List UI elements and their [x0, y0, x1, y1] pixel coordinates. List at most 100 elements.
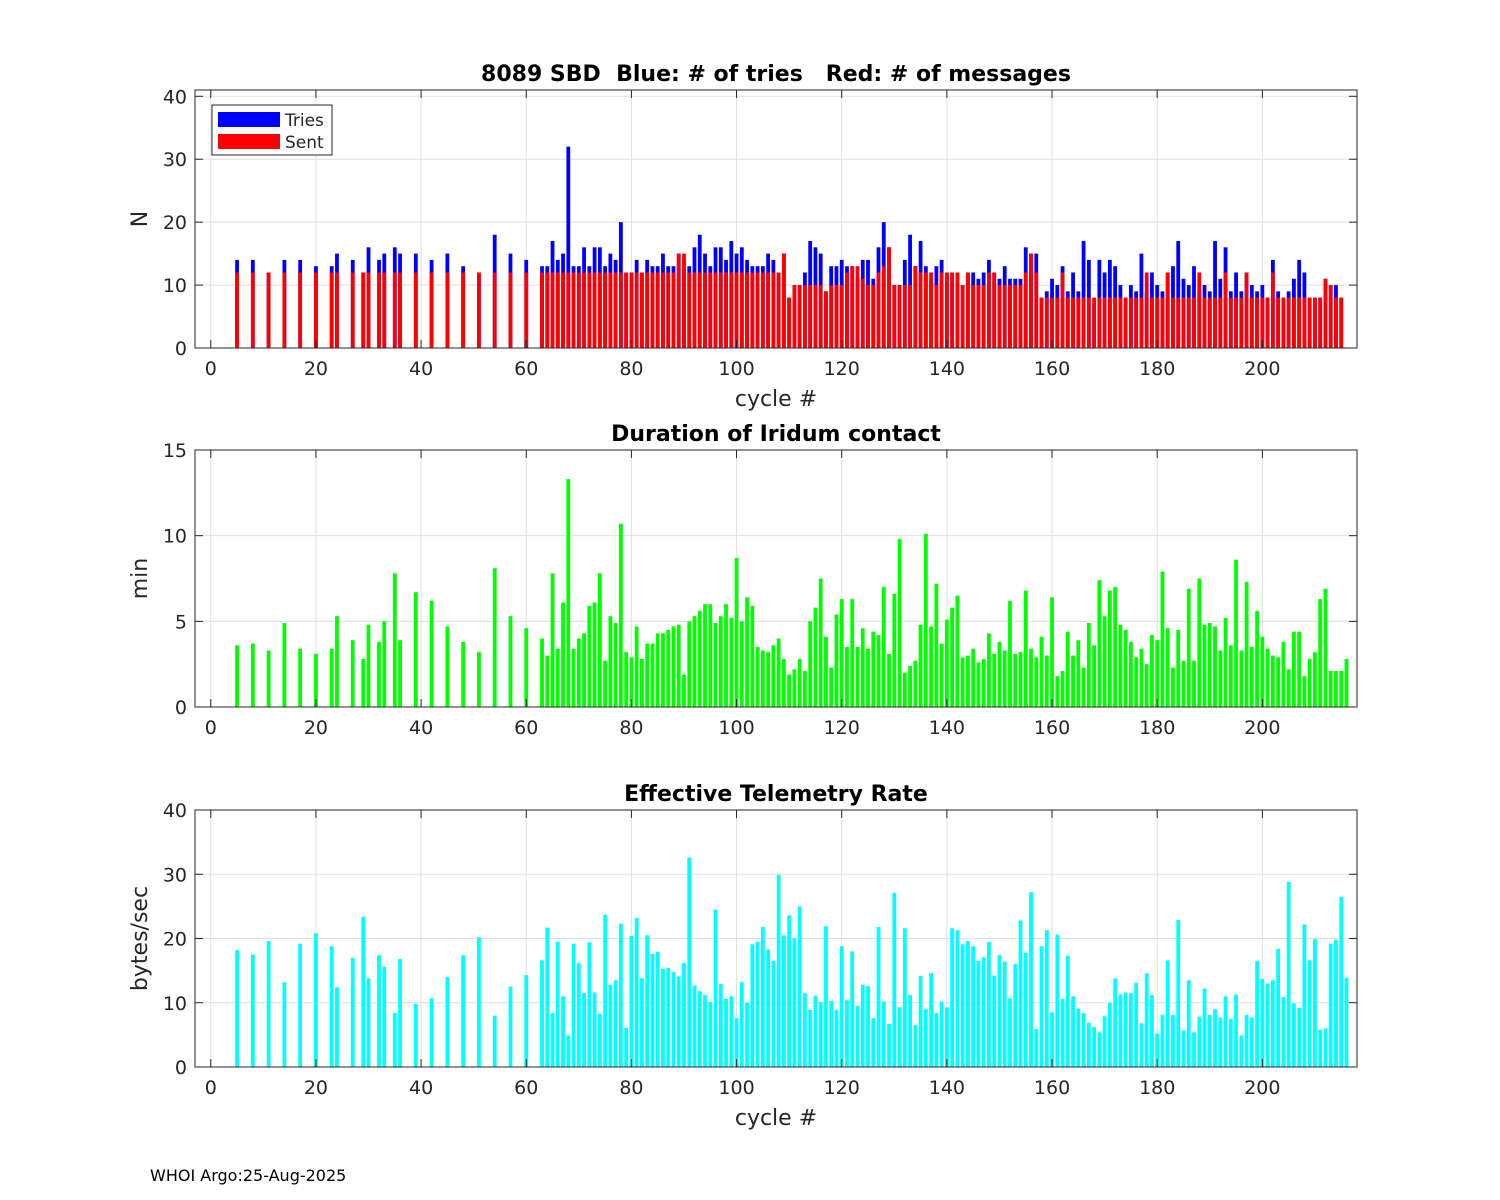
- bar: [818, 578, 823, 707]
- bar: [1265, 648, 1270, 707]
- bar: [1176, 629, 1181, 707]
- bar-sent: [250, 272, 255, 348]
- bar: [908, 995, 912, 1067]
- bar: [314, 933, 318, 1067]
- bar-sent: [1339, 297, 1344, 348]
- bar: [1071, 996, 1075, 1067]
- bar: [1002, 650, 1007, 707]
- bar: [582, 633, 586, 707]
- bar: [618, 523, 623, 707]
- bar: [913, 660, 918, 707]
- bar-sent: [829, 285, 834, 348]
- bar: [1039, 946, 1044, 1067]
- bar: [976, 960, 981, 1067]
- bar-sent: [892, 285, 897, 348]
- bar-sent: [771, 272, 776, 348]
- bar-sent: [1002, 285, 1007, 348]
- bar-sent: [592, 272, 597, 348]
- bar-sent: [1034, 272, 1039, 348]
- bar: [1334, 939, 1338, 1067]
- bar: [1307, 659, 1312, 707]
- bar: [1113, 978, 1118, 1067]
- bar-sent: [697, 272, 702, 348]
- bar-sent: [1144, 272, 1149, 348]
- bar-sent: [1292, 297, 1296, 348]
- bar-sent: [976, 285, 981, 348]
- bar: [1328, 671, 1333, 707]
- bar-sent: [687, 272, 692, 348]
- bar: [1050, 1012, 1054, 1067]
- bar: [1270, 655, 1275, 707]
- bar: [682, 962, 686, 1067]
- bar: [997, 641, 1002, 707]
- y-tick-label: 0: [175, 697, 187, 719]
- bar: [813, 995, 818, 1067]
- bar: [566, 1035, 571, 1067]
- bar: [608, 616, 613, 707]
- x-tick-label: 60: [514, 358, 538, 380]
- bar: [1018, 652, 1023, 707]
- bar: [1202, 624, 1207, 707]
- bar: [1081, 667, 1086, 707]
- bar: [697, 991, 702, 1067]
- bar: [1076, 640, 1081, 707]
- x-tick-label: 80: [619, 717, 643, 739]
- bar: [1255, 960, 1259, 1067]
- bar-sent: [640, 272, 644, 348]
- bar: [377, 641, 381, 707]
- bar: [913, 1025, 918, 1067]
- bar-sent: [1029, 253, 1033, 348]
- bar-sent: [655, 272, 660, 348]
- bar: [1244, 581, 1249, 707]
- bar: [235, 950, 239, 1067]
- x-tick-label: 200: [1244, 1077, 1280, 1099]
- bar: [1034, 657, 1039, 707]
- bar-sent: [1286, 297, 1291, 348]
- bar: [787, 674, 792, 707]
- bar: [755, 941, 760, 1067]
- bar: [1002, 961, 1007, 1067]
- bar-sent: [445, 272, 450, 348]
- bar: [1097, 1032, 1102, 1067]
- bar: [655, 633, 660, 707]
- y-tick-label: 10: [163, 993, 187, 1015]
- bar: [887, 653, 891, 707]
- bar: [661, 968, 665, 1067]
- x-tick-label: 120: [824, 358, 860, 380]
- bar: [1197, 578, 1202, 707]
- bar-sent: [939, 272, 944, 348]
- bar: [760, 650, 765, 707]
- bar: [1102, 616, 1107, 707]
- bar: [708, 1002, 713, 1067]
- bar: [987, 941, 991, 1067]
- bar: [1239, 1035, 1244, 1067]
- bar: [876, 635, 881, 707]
- bar: [555, 941, 560, 1067]
- bar: [1071, 655, 1075, 707]
- bar: [1018, 920, 1023, 1067]
- bar-sent: [1202, 297, 1207, 348]
- bar: [645, 935, 650, 1067]
- bar-sent: [755, 272, 760, 348]
- bar-sent: [871, 285, 876, 348]
- bar-sent: [1255, 297, 1259, 348]
- bar-sent: [1076, 297, 1081, 348]
- bar: [1118, 624, 1123, 707]
- bar-sent: [1118, 297, 1123, 348]
- bar: [1213, 1009, 1217, 1067]
- bar: [1118, 994, 1123, 1067]
- bar: [897, 539, 902, 707]
- bar: [266, 650, 271, 707]
- bar-sent: [692, 272, 697, 348]
- bar: [703, 604, 707, 707]
- x-tick-label: 160: [1034, 717, 1070, 739]
- bar: [282, 982, 287, 1067]
- bar: [771, 960, 776, 1067]
- x-tick-label: 160: [1034, 358, 1070, 380]
- bar-sent: [713, 272, 718, 348]
- x-tick-label: 180: [1139, 1077, 1175, 1099]
- bar-sent: [776, 272, 781, 348]
- bar: [1323, 1028, 1328, 1067]
- bar: [1150, 635, 1154, 707]
- bar: [881, 587, 886, 707]
